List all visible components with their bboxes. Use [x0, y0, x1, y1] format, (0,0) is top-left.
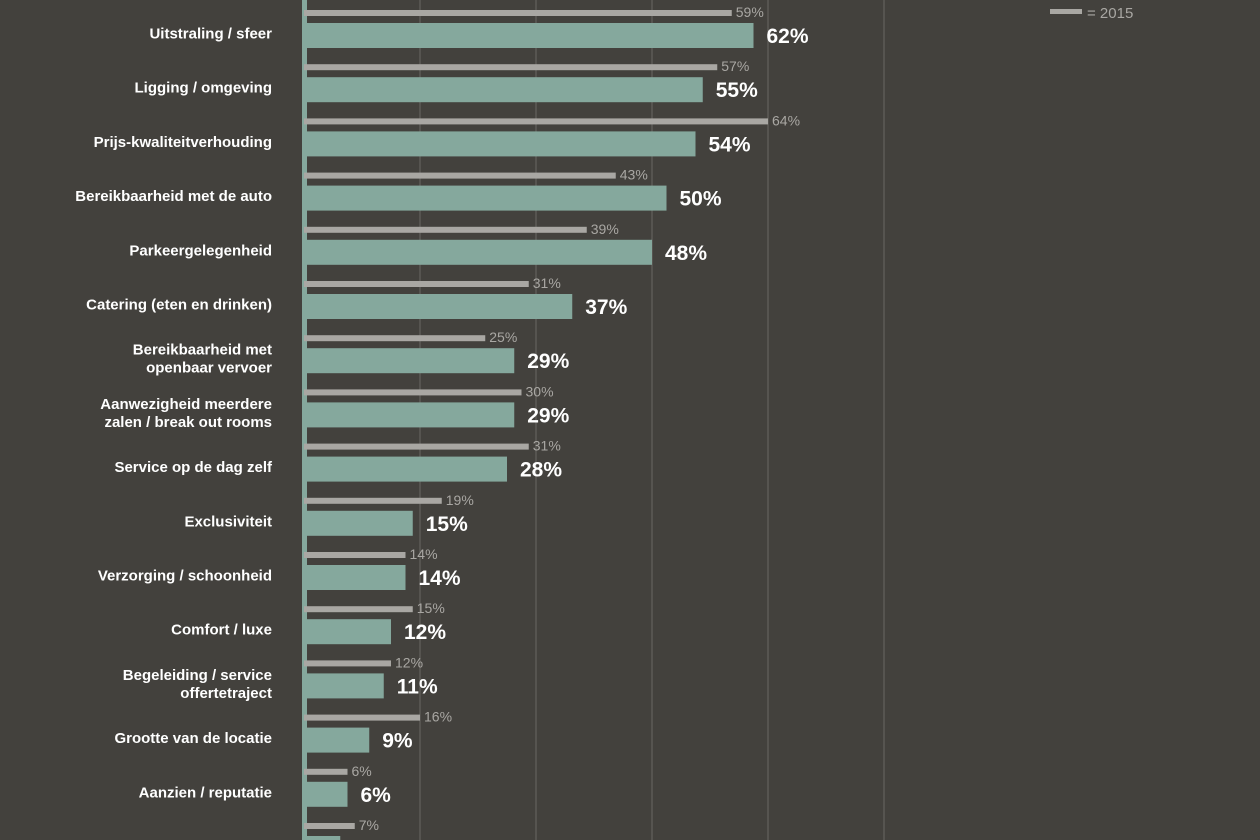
bar-current [304, 348, 515, 374]
category-label: Aanwezigheid meerdere zalen / break out r… [100, 396, 272, 431]
data-label-2015: 19% [446, 492, 474, 508]
data-label-2015: 16% [424, 709, 452, 725]
bar-2015 [304, 389, 522, 396]
category-label: Service op de dag zelf [114, 459, 273, 476]
bar-current [304, 673, 384, 699]
bar-2015 [304, 497, 442, 504]
data-label-2015: 25% [489, 329, 517, 345]
data-label-2015: 12% [395, 654, 423, 670]
category-label: Uitstraling / sfeer [149, 26, 272, 43]
data-label-current: 14% [419, 567, 461, 590]
category-label: Ligging / omgeving [135, 80, 273, 97]
bar-2015 [304, 226, 587, 233]
bar-current [304, 294, 573, 319]
data-label-2015: 7% [359, 817, 379, 833]
data-label-2015: 57% [721, 58, 749, 74]
bar-2015 [304, 823, 355, 829]
category-label: Begeleiding / service offertetraject [123, 667, 272, 702]
legend-label-2015: = 2015 [1087, 5, 1133, 22]
bar-2015 [304, 281, 529, 287]
bar-2015 [304, 660, 391, 667]
bar-2015 [304, 10, 732, 16]
data-label-2015: 6% [352, 763, 372, 779]
data-label-current: 6% [361, 784, 392, 807]
data-label-current: 28% [520, 459, 562, 482]
bar-current [304, 836, 341, 840]
data-label-2015: 64% [772, 112, 800, 128]
bar-current [304, 23, 754, 48]
bar-2015 [304, 768, 348, 775]
category-label: Catering (eten en drinken) [86, 297, 272, 314]
data-label-current: 37% [585, 296, 627, 319]
bar-2015 [304, 443, 529, 450]
data-label-current: 12% [404, 621, 446, 644]
category-label-line: offertetraject [180, 685, 272, 702]
category-label: Verzorging / schoonheid [98, 568, 272, 585]
bar-2015 [304, 552, 406, 558]
data-label-current: 55% [716, 79, 758, 102]
data-label-current: 29% [527, 404, 569, 427]
bar-current [304, 185, 667, 211]
category-label: Parkeergelegenheid [129, 242, 272, 259]
bar-2015 [304, 606, 413, 613]
data-label-current: 9% [382, 730, 413, 753]
bar-2015 [304, 172, 616, 179]
data-label-current: 62% [767, 25, 809, 48]
data-label-2015: 31% [533, 275, 561, 291]
category-label: Grootte van de locatie [114, 730, 272, 747]
bar-current [304, 781, 348, 807]
data-label-current: 15% [426, 513, 468, 536]
bar-current [304, 131, 696, 157]
bar-current [304, 510, 413, 536]
category-label-line: openbaar vervoer [146, 360, 272, 377]
data-label-current: 50% [680, 188, 722, 211]
category-label-line: Bereikbaarheid met [133, 342, 272, 359]
bar-2015 [304, 335, 486, 342]
category-label: Prijs-kwaliteitverhouding [94, 134, 272, 151]
legend: = 2015 [1050, 5, 1133, 22]
bar-current [304, 727, 370, 753]
bar-current [304, 402, 515, 428]
data-label-2015: 15% [417, 600, 445, 616]
category-label: Exclusiviteit [184, 513, 272, 530]
legend-swatch-2015 [1050, 9, 1082, 14]
data-label-2015: 39% [591, 221, 619, 237]
data-label-2015: 31% [533, 438, 561, 454]
data-label-current: 54% [709, 133, 751, 156]
bar-current [304, 239, 652, 265]
data-label-current: 48% [665, 242, 707, 265]
bar-2015 [304, 64, 718, 71]
category-label-line: zalen / break out rooms [104, 414, 272, 431]
category-label-line: Begeleiding / service [123, 667, 272, 684]
bar-2015 [304, 714, 420, 721]
category-label: Aanzien / reputatie [139, 784, 272, 801]
bar-current [304, 565, 406, 590]
category-label-line: Aanwezigheid meerdere [100, 396, 272, 413]
data-label-2015: 43% [620, 167, 648, 183]
data-label-2015: 59% [736, 4, 764, 20]
data-label-2015: 30% [526, 383, 554, 399]
bar-2015 [304, 118, 768, 125]
data-label-2015: 14% [410, 546, 438, 562]
category-label: Bereikbaarheid met de auto [75, 188, 272, 205]
bar-current [304, 619, 391, 645]
bars: 59%62% Uitstraling / sfeer 57% 55% Ligging /… [75, 4, 809, 840]
data-label-current: 11% [397, 675, 438, 698]
category-label: Bereikbaarheid met openbaar vervoer [133, 342, 272, 377]
bar-current [304, 456, 507, 482]
bar-current [304, 77, 703, 103]
category-label: Comfort / luxe [171, 622, 272, 639]
data-label-current: 29% [527, 350, 569, 373]
